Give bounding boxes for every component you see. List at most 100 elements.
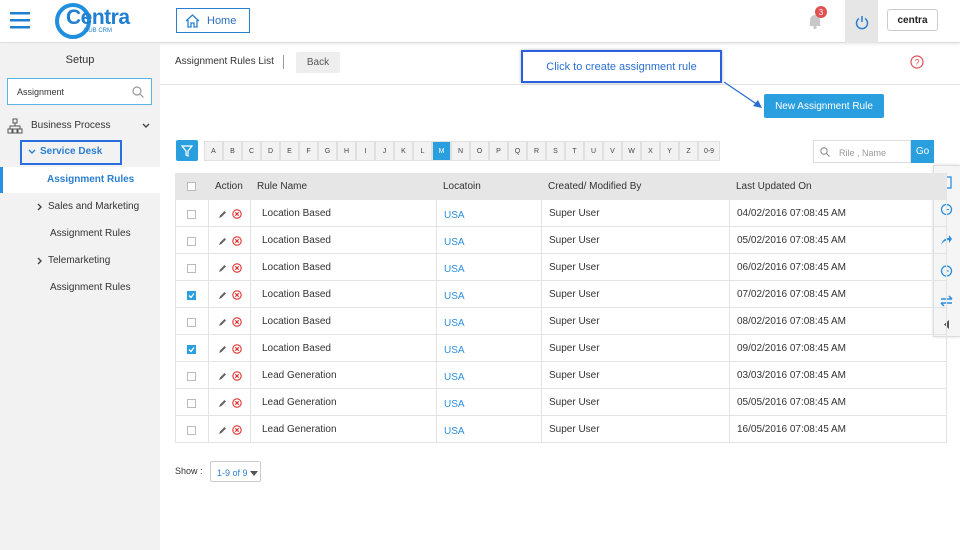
notification-bell[interactable] xyxy=(806,12,824,30)
alphabet-letter[interactable]: V xyxy=(603,141,622,161)
delete-icon[interactable] xyxy=(232,344,242,354)
alphabet-letter[interactable]: B xyxy=(223,141,242,161)
page-title: Assignment Rules List xyxy=(175,56,274,67)
edit-icon[interactable] xyxy=(218,237,227,246)
alphabet-letter[interactable]: N xyxy=(451,141,470,161)
edit-icon[interactable] xyxy=(218,399,227,408)
delete-icon[interactable] xyxy=(232,263,242,273)
row-checkbox[interactable] xyxy=(187,291,196,300)
highlight-box xyxy=(20,140,122,165)
location[interactable]: USA xyxy=(444,210,465,221)
alphabet-letter[interactable]: J xyxy=(375,141,394,161)
delete-icon[interactable] xyxy=(232,290,242,300)
row-checkbox[interactable] xyxy=(187,426,196,435)
edit-icon[interactable] xyxy=(218,318,227,327)
edit-icon[interactable] xyxy=(218,372,227,381)
updated-on: 05/02/2016 07:08:45 AM xyxy=(737,235,846,246)
alphabet-letter[interactable]: G xyxy=(318,141,337,161)
alphabet-letter[interactable]: F xyxy=(299,141,318,161)
alphabet-letter[interactable]: H xyxy=(337,141,356,161)
alphabet-letter[interactable]: M xyxy=(432,141,451,161)
nav-item[interactable]: Assignment Rules xyxy=(50,228,131,239)
row-checkbox[interactable] xyxy=(187,345,196,354)
location[interactable]: USA xyxy=(444,399,465,410)
menu-button[interactable] xyxy=(10,11,31,29)
alphabet-letter[interactable]: I xyxy=(356,141,375,161)
delete-icon[interactable] xyxy=(232,236,242,246)
nav-item[interactable]: Telemarketing xyxy=(48,255,111,266)
nav-item[interactable]: Assignment Rules xyxy=(50,282,131,293)
row-checkbox[interactable] xyxy=(187,372,196,381)
location[interactable]: USA xyxy=(444,372,465,383)
alphabet-letter[interactable]: L xyxy=(413,141,432,161)
alphabet-letter[interactable]: T xyxy=(565,141,584,161)
alphabet-letter[interactable]: Y xyxy=(660,141,679,161)
row-checkbox[interactable] xyxy=(187,237,196,246)
header xyxy=(0,0,960,43)
expand-caret[interactable] xyxy=(36,257,44,265)
nav-item[interactable]: Business Process xyxy=(31,120,111,131)
new-rule-button[interactable]: New Assignment Rule xyxy=(764,94,884,118)
row-checkbox[interactable] xyxy=(187,210,196,219)
rule-name: Location Based xyxy=(262,235,331,246)
filter-button[interactable] xyxy=(176,140,198,161)
cell-divider xyxy=(208,416,209,443)
location[interactable]: USA xyxy=(444,291,465,302)
table-row xyxy=(175,362,947,389)
power-button[interactable] xyxy=(845,0,878,43)
alphabet-letter[interactable]: D xyxy=(261,141,280,161)
location[interactable]: USA xyxy=(444,237,465,248)
alphabet-letter[interactable]: A xyxy=(204,141,223,161)
alphabet-letter[interactable]: X xyxy=(641,141,660,161)
location[interactable]: USA xyxy=(444,264,465,275)
edit-icon[interactable] xyxy=(218,264,227,273)
nav-item[interactable]: Sales and Marketing xyxy=(48,201,140,212)
header-checkbox[interactable] xyxy=(187,182,196,191)
location[interactable]: USA xyxy=(444,318,465,329)
back-button[interactable]: Back xyxy=(296,52,340,73)
pager-select[interactable]: 1-9 of 9 xyxy=(210,461,261,482)
row-checkbox[interactable] xyxy=(187,399,196,408)
expand-caret[interactable] xyxy=(36,203,44,211)
cell-divider xyxy=(436,389,437,416)
location[interactable]: USA xyxy=(444,426,465,437)
row-checkbox[interactable] xyxy=(187,318,196,327)
delete-icon[interactable] xyxy=(232,398,242,408)
delete-icon[interactable] xyxy=(232,425,242,435)
alphabet-letter[interactable]: S xyxy=(546,141,565,161)
nav-item[interactable]: Assignment Rules xyxy=(47,174,135,185)
go-button[interactable]: Go xyxy=(911,140,934,163)
sidebar-search[interactable]: Assignment xyxy=(7,78,152,105)
edit-icon[interactable] xyxy=(218,426,227,435)
alphabet-letter[interactable]: R xyxy=(527,141,546,161)
home-button[interactable]: Home xyxy=(176,8,250,33)
edit-icon[interactable] xyxy=(218,345,227,354)
updated-on: 08/02/2016 07:08:45 AM xyxy=(737,316,846,327)
alphabet-letter[interactable]: U xyxy=(584,141,603,161)
row-checkbox[interactable] xyxy=(187,264,196,273)
cell-divider xyxy=(250,389,251,416)
delete-icon[interactable] xyxy=(232,317,242,327)
alphabet-letter[interactable]: K xyxy=(394,141,413,161)
edit-icon[interactable] xyxy=(218,291,227,300)
alphabet-letter[interactable]: 0-9 xyxy=(698,141,720,161)
nav-item[interactable]: Service Desk xyxy=(40,146,103,157)
expand-caret[interactable] xyxy=(28,148,36,156)
help-icon[interactable]: ? xyxy=(910,55,924,69)
alphabet-letter[interactable]: P xyxy=(489,141,508,161)
delete-icon[interactable] xyxy=(232,371,242,381)
cell-divider xyxy=(541,227,542,254)
alphabet-letter[interactable]: W xyxy=(622,141,641,161)
location[interactable]: USA xyxy=(444,345,465,356)
search-box[interactable]: Rile , Name xyxy=(813,140,911,163)
cell-divider xyxy=(436,254,437,281)
alphabet-letter[interactable]: O xyxy=(470,141,489,161)
alphabet-letter[interactable]: Q xyxy=(508,141,527,161)
account-logo[interactable]: centra xyxy=(887,9,938,31)
delete-icon[interactable] xyxy=(232,209,242,219)
alphabet-letter[interactable]: E xyxy=(280,141,299,161)
alphabet-letter[interactable]: C xyxy=(242,141,261,161)
expand-caret[interactable] xyxy=(142,122,150,130)
alphabet-letter[interactable]: Z xyxy=(679,141,698,161)
edit-icon[interactable] xyxy=(218,210,227,219)
